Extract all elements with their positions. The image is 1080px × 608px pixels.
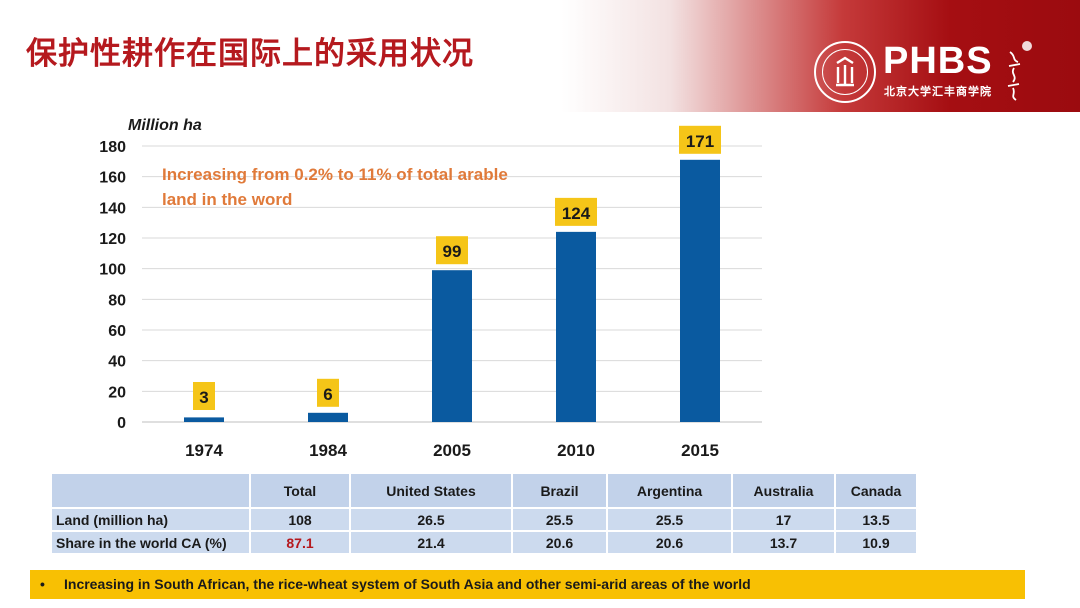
data-label: 99 xyxy=(443,242,462,261)
x-tick-label: 2010 xyxy=(557,441,595,460)
bar xyxy=(556,231,596,422)
table-cell: 21.4 xyxy=(351,532,511,553)
table-header-united-states: United States xyxy=(351,474,511,507)
adoption-by-country-table: Total United States Brazil Argentina Aus… xyxy=(50,472,918,555)
table-cell: 25.5 xyxy=(608,509,731,530)
table-row-share: Share in the world CA (%) 87.1 21.4 20.6… xyxy=(52,532,916,553)
table-header-canada: Canada xyxy=(836,474,916,507)
data-label: 171 xyxy=(686,132,714,151)
table-cell: 20.6 xyxy=(608,532,731,553)
table-cell: 108 xyxy=(251,509,349,530)
table-row-label: Land (million ha) xyxy=(52,509,249,530)
y-axis-label: Million ha xyxy=(128,117,202,134)
calligraphy-mark-icon xyxy=(1007,41,1032,101)
data-label: 124 xyxy=(562,204,591,223)
y-tick-label: 120 xyxy=(99,231,126,248)
phbs-logo: PHBS xyxy=(883,40,993,82)
table-row-land: Land (million ha) 108 26.5 25.5 25.5 17 … xyxy=(52,509,916,530)
x-tick-label: 2005 xyxy=(433,441,471,460)
table-cell: 13.5 xyxy=(836,509,916,530)
chart-annotation-line-1: Increasing from 0.2% to 11% of total ara… xyxy=(162,165,508,184)
x-tick-label: 1974 xyxy=(185,441,223,460)
slide-title: 保护性耕作在国际上的采用状况 xyxy=(26,36,474,72)
table-cell: 25.5 xyxy=(513,509,606,530)
conservation-tillage-area-chart: 0 20 40 60 80 100 120 140 160 180 3 6 99 124 171 1974… xyxy=(99,117,762,460)
slide-header: 保护性耕作在国际上的采用状况 PHBS 北京大学汇丰商学院 xyxy=(0,0,1080,112)
bullet-icon: • xyxy=(40,576,45,592)
bar xyxy=(308,412,348,422)
bar xyxy=(432,270,472,422)
y-tick-label: 140 xyxy=(99,200,126,217)
phbs-chinese-name: 北京大学汇丰商学院 xyxy=(884,85,992,98)
x-tick-label: 2015 xyxy=(681,441,719,460)
summary-note-text: Increasing in South African, the rice-wh… xyxy=(64,576,751,592)
data-label-bg xyxy=(679,125,721,154)
table-cell: 26.5 xyxy=(351,509,511,530)
table-cell: 13.7 xyxy=(733,532,834,553)
peking-university-seal-icon xyxy=(814,41,876,103)
data-label-bg xyxy=(193,382,215,410)
data-label: 6 xyxy=(323,385,332,404)
y-tick-label: 80 xyxy=(108,292,126,309)
table-cell-highlight: 87.1 xyxy=(251,532,349,553)
summary-note: • Increasing in South African, the rice-w… xyxy=(30,570,1025,599)
data-label-bg xyxy=(555,197,597,226)
y-tick-label: 100 xyxy=(99,262,126,279)
bar xyxy=(184,417,224,422)
table-header-brazil: Brazil xyxy=(513,474,606,507)
y-tick-label: 60 xyxy=(108,323,126,340)
y-tick-label: 20 xyxy=(108,384,126,401)
bar xyxy=(680,159,720,423)
data-label: 3 xyxy=(199,388,208,407)
chart-annotation-line-2: land in the word xyxy=(162,190,292,209)
y-tick-label: 0 xyxy=(117,415,126,432)
table-header-total: Total xyxy=(251,474,349,507)
x-tick-label: 1984 xyxy=(309,441,347,460)
table-header-australia: Australia xyxy=(733,474,834,507)
data-label-bg xyxy=(436,236,468,265)
table-header-empty xyxy=(52,474,249,507)
y-tick-label: 160 xyxy=(99,170,126,187)
y-tick-label: 180 xyxy=(99,139,126,156)
y-tick-label: 40 xyxy=(108,354,126,371)
table-cell: 20.6 xyxy=(513,532,606,553)
table-header-argentina: Argentina xyxy=(608,474,731,507)
table-cell: 10.9 xyxy=(836,532,916,553)
data-label-bg xyxy=(317,378,339,407)
table-header-row: Total United States Brazil Argentina Aus… xyxy=(52,474,916,507)
table-row-label: Share in the world CA (%) xyxy=(52,532,249,553)
table-cell: 17 xyxy=(733,509,834,530)
